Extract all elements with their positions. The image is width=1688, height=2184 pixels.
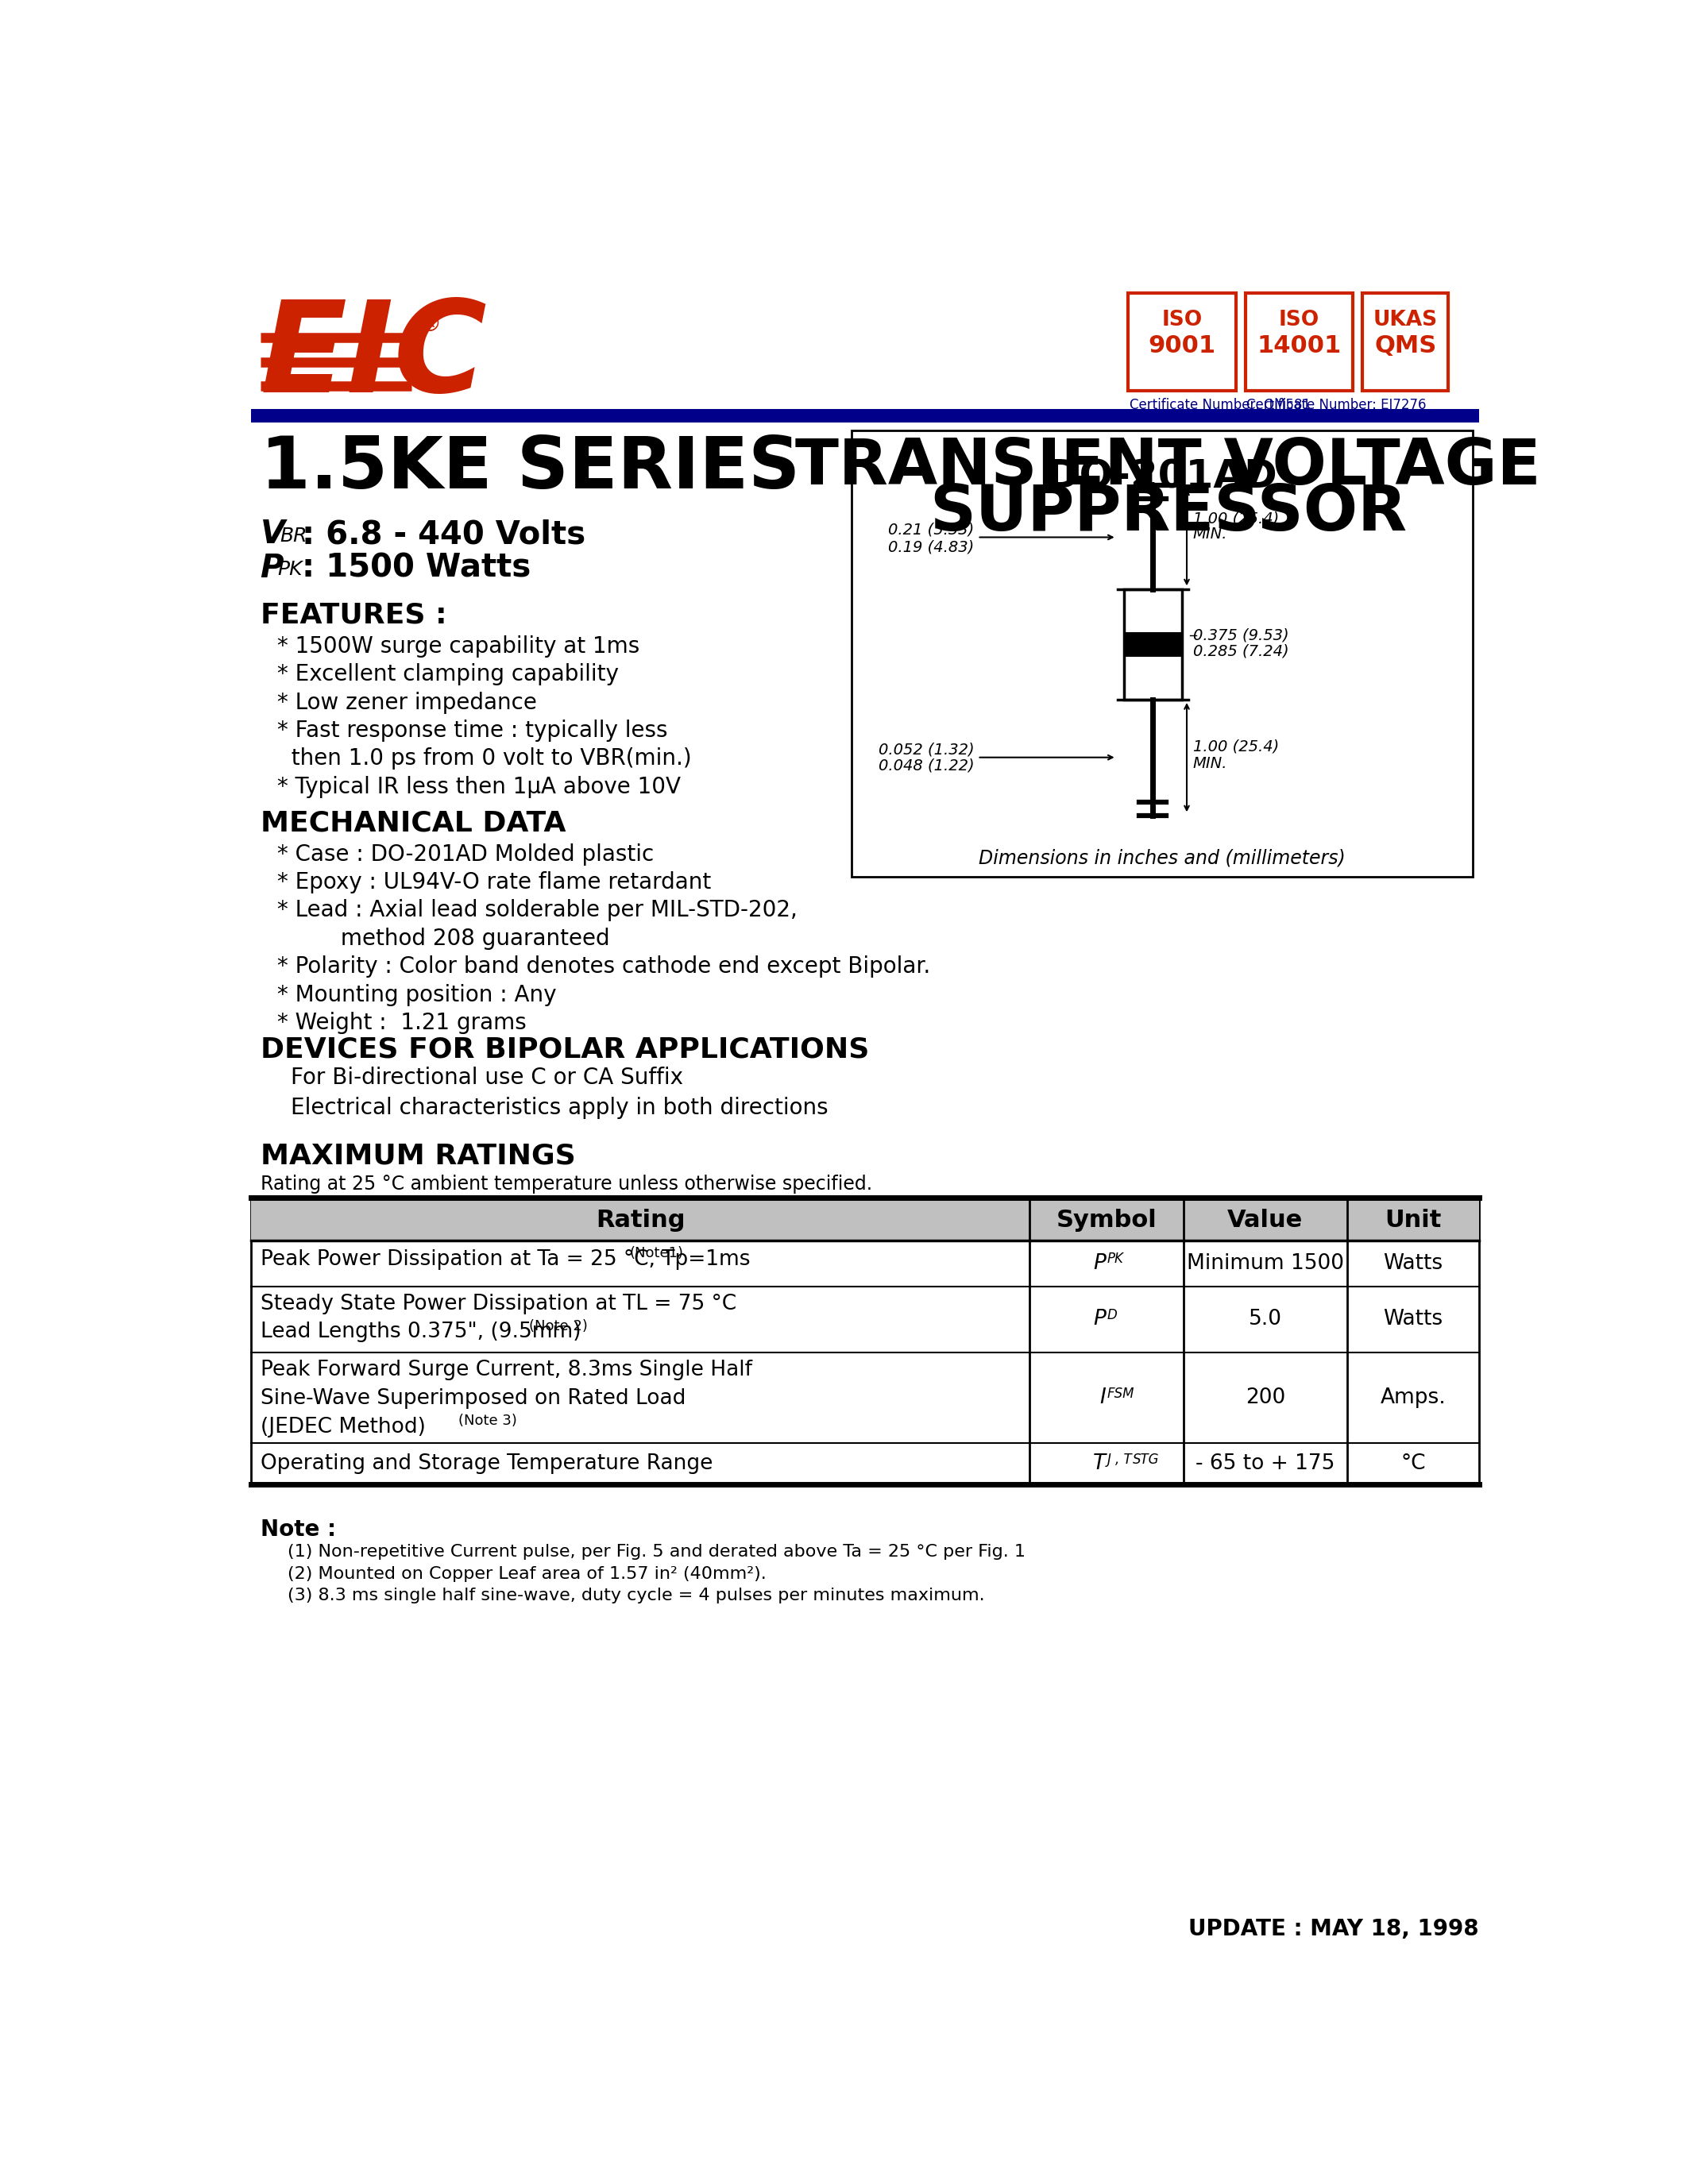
Text: UPDATE : MAY 18, 1998: UPDATE : MAY 18, 1998 — [1188, 1918, 1479, 1939]
Text: 1.00 (25.4): 1.00 (25.4) — [1193, 738, 1280, 753]
Text: Peak Forward Surge Current, 8.3ms Single Half: Peak Forward Surge Current, 8.3ms Single… — [260, 1361, 751, 1380]
Text: * Typical IR less then 1μA above 10V: * Typical IR less then 1μA above 10V — [277, 775, 680, 797]
Text: Amps.: Amps. — [1381, 1387, 1447, 1409]
Text: J: J — [1107, 1452, 1111, 1468]
Text: Operating and Storage Temperature Range: Operating and Storage Temperature Range — [260, 1452, 712, 1474]
Text: 0.21 (5.33): 0.21 (5.33) — [888, 522, 974, 537]
Text: * Low zener impedance: * Low zener impedance — [277, 692, 537, 714]
Text: * Polarity : Color band denotes cathode end except Bipolar.: * Polarity : Color band denotes cathode … — [277, 957, 930, 978]
Text: STG: STG — [1133, 1452, 1160, 1468]
Text: Sine-Wave Superimposed on Rated Load: Sine-Wave Superimposed on Rated Load — [260, 1387, 685, 1409]
Text: P: P — [1092, 1308, 1106, 1330]
Text: ®: ® — [417, 312, 442, 336]
Text: * Excellent clamping capability: * Excellent clamping capability — [277, 664, 619, 686]
Text: DEVICES FOR BIPOLAR APPLICATIONS: DEVICES FOR BIPOLAR APPLICATIONS — [260, 1035, 869, 1064]
Bar — [252, 408, 1479, 422]
Text: QMS: QMS — [1374, 334, 1436, 358]
Text: DO-201AD: DO-201AD — [1047, 459, 1278, 496]
Text: (JEDEC Method): (JEDEC Method) — [260, 1417, 425, 1437]
Bar — [851, 430, 1474, 876]
Text: (3) 8.3 ms single half sine-wave, duty cycle = 4 pulses per minutes maximum.: (3) 8.3 ms single half sine-wave, duty c… — [289, 1588, 986, 1603]
Text: * Epoxy : UL94V-O rate flame retardant: * Epoxy : UL94V-O rate flame retardant — [277, 871, 711, 893]
Text: P: P — [260, 553, 284, 585]
Text: Rating at 25 °C ambient temperature unless otherwise specified.: Rating at 25 °C ambient temperature unle… — [260, 1175, 873, 1192]
Text: 0.375 (9.53): 0.375 (9.53) — [1193, 627, 1288, 642]
Bar — [252, 1201, 1479, 1485]
Text: (Note 3): (Note 3) — [459, 1413, 517, 1428]
Text: Minimum 1500: Minimum 1500 — [1187, 1254, 1344, 1273]
Text: V: V — [260, 520, 285, 550]
Text: Value: Value — [1227, 1210, 1303, 1232]
Text: FSM: FSM — [1107, 1387, 1134, 1400]
Bar — [1124, 590, 1182, 699]
Text: P: P — [1092, 1254, 1106, 1273]
Text: 9001: 9001 — [1148, 334, 1215, 358]
Text: Lead Lengths 0.375", (9.5mm): Lead Lengths 0.375", (9.5mm) — [260, 1321, 581, 1343]
Text: * Lead : Axial lead solderable per MIL-STD-202,: * Lead : Axial lead solderable per MIL-S… — [277, 900, 798, 922]
Bar — [1362, 293, 1448, 391]
Text: 0.052 (1.32): 0.052 (1.32) — [878, 743, 974, 758]
Text: T: T — [1092, 1452, 1106, 1474]
Text: Steady State Power Dissipation at TL = 75 °C: Steady State Power Dissipation at TL = 7… — [260, 1293, 736, 1315]
Text: * 1500W surge capability at 1ms: * 1500W surge capability at 1ms — [277, 636, 640, 657]
Text: 0.19 (4.83): 0.19 (4.83) — [888, 539, 974, 555]
Text: Rating: Rating — [596, 1210, 685, 1232]
Text: , T: , T — [1116, 1452, 1131, 1468]
Text: : 6.8 - 440 Volts: : 6.8 - 440 Volts — [302, 520, 586, 550]
Text: * Case : DO-201AD Molded plastic: * Case : DO-201AD Molded plastic — [277, 843, 655, 865]
Text: UKAS: UKAS — [1372, 310, 1438, 330]
Text: (Note 2): (Note 2) — [528, 1319, 587, 1332]
Text: FEATURES :: FEATURES : — [260, 601, 447, 629]
Text: (1) Non-repetitive Current pulse, per Fig. 5 and derated above Ta = 25 °C per Fi: (1) Non-repetitive Current pulse, per Fi… — [289, 1544, 1026, 1559]
Text: Certificate Number: QM581: Certificate Number: QM581 — [1129, 397, 1310, 413]
Text: ISO: ISO — [1280, 310, 1320, 330]
Text: MIN.: MIN. — [1193, 526, 1227, 542]
Bar — [1124, 631, 1182, 657]
Bar — [1246, 293, 1354, 391]
Text: 0.048 (1.22): 0.048 (1.22) — [878, 758, 974, 773]
Text: * Fast response time : typically less: * Fast response time : typically less — [277, 719, 668, 743]
Text: Unit: Unit — [1384, 1210, 1442, 1232]
Text: For Bi-directional use C or CA Suffix: For Bi-directional use C or CA Suffix — [290, 1066, 684, 1088]
Text: Peak Power Dissipation at Ta = 25 °C, Tp=1ms: Peak Power Dissipation at Ta = 25 °C, Tp… — [260, 1249, 749, 1269]
Text: Watts: Watts — [1382, 1254, 1443, 1273]
Text: * Mounting position : Any: * Mounting position : Any — [277, 983, 557, 1007]
Text: PK: PK — [277, 559, 302, 579]
Text: 14001: 14001 — [1258, 334, 1342, 358]
Text: D: D — [1107, 1308, 1117, 1321]
Bar — [1128, 293, 1236, 391]
Text: : 1500 Watts: : 1500 Watts — [302, 553, 532, 585]
Text: (Note1): (Note1) — [630, 1247, 684, 1260]
Text: 1.00 (25.4): 1.00 (25.4) — [1193, 511, 1280, 526]
Text: * Weight :  1.21 grams: * Weight : 1.21 grams — [277, 1011, 527, 1033]
Text: SUPPRESSOR: SUPPRESSOR — [930, 483, 1408, 544]
Text: BR: BR — [280, 526, 307, 546]
Text: MIN.: MIN. — [1193, 756, 1227, 771]
Text: method 208 guaranteed: method 208 guaranteed — [277, 928, 609, 950]
Text: 5.0: 5.0 — [1249, 1308, 1281, 1330]
Text: 1.5KE SERIES: 1.5KE SERIES — [260, 432, 800, 502]
Text: EIC: EIC — [260, 295, 488, 419]
Text: I: I — [1099, 1387, 1106, 1409]
Text: (2) Mounted on Copper Leaf area of 1.57 in² (40mm²).: (2) Mounted on Copper Leaf area of 1.57 … — [289, 1566, 766, 1581]
Text: °C: °C — [1401, 1452, 1425, 1474]
Text: Electrical characteristics apply in both directions: Electrical characteristics apply in both… — [290, 1096, 829, 1118]
Text: Certificate Number: EI7276: Certificate Number: EI7276 — [1246, 397, 1426, 413]
Text: ISO: ISO — [1161, 310, 1202, 330]
Text: Note :: Note : — [260, 1518, 336, 1540]
Text: 200: 200 — [1246, 1387, 1285, 1409]
Text: Symbol: Symbol — [1057, 1210, 1156, 1232]
Text: Dimensions in inches and (millimeters): Dimensions in inches and (millimeters) — [979, 847, 1345, 867]
Text: MECHANICAL DATA: MECHANICAL DATA — [260, 810, 565, 836]
Text: MAXIMUM RATINGS: MAXIMUM RATINGS — [260, 1142, 576, 1171]
Text: Watts: Watts — [1382, 1308, 1443, 1330]
Text: - 65 to + 175: - 65 to + 175 — [1195, 1452, 1335, 1474]
Text: PK: PK — [1107, 1251, 1123, 1267]
Bar — [252, 1201, 1479, 1241]
Text: 0.285 (7.24): 0.285 (7.24) — [1193, 644, 1288, 660]
Text: TRANSIENT VOLTAGE: TRANSIENT VOLTAGE — [795, 437, 1541, 498]
Text: then 1.0 ps from 0 volt to VBR(min.): then 1.0 ps from 0 volt to VBR(min.) — [277, 747, 692, 771]
